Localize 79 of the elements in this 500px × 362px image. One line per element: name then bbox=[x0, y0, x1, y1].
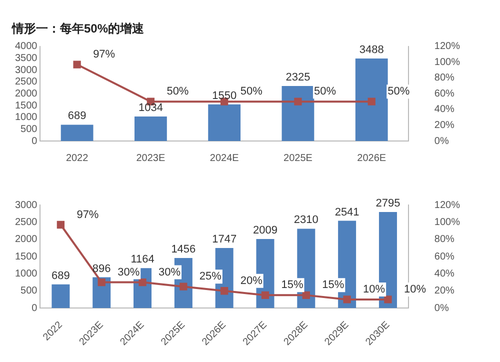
x-tick-label: 2023E bbox=[136, 152, 166, 164]
data-label: 2310 bbox=[294, 214, 318, 226]
y-tick-label: 2000 bbox=[14, 234, 38, 246]
y2-tick-label: 0% bbox=[434, 136, 449, 147]
y-tick-label: 1500 bbox=[14, 251, 38, 262]
chart-title: 情形一：每年50%的增速 bbox=[11, 22, 146, 36]
x-tick-label: 2025E bbox=[284, 152, 313, 164]
bar bbox=[60, 124, 94, 141]
data-label: 1550 bbox=[212, 90, 237, 102]
data-label: 1747 bbox=[212, 234, 237, 246]
data-label: 50% bbox=[240, 86, 263, 98]
y-tick-label: 500 bbox=[20, 124, 38, 135]
data-label: 50% bbox=[388, 86, 410, 98]
y-tick-label: 1000 bbox=[14, 112, 38, 124]
data-label: 15% bbox=[322, 279, 344, 292]
bar bbox=[355, 58, 388, 141]
data-label: 1456 bbox=[171, 244, 196, 256]
y2-tick-label: 120% bbox=[434, 41, 460, 52]
data-label: 10% bbox=[363, 284, 386, 296]
data-label: 896 bbox=[92, 262, 111, 275]
bar bbox=[52, 284, 70, 308]
x-tick-label: 2024E bbox=[210, 152, 240, 164]
y-tick-label: 3500 bbox=[14, 52, 38, 64]
y2-tick-label: 60% bbox=[434, 88, 455, 100]
y-tick-label: 3000 bbox=[14, 64, 38, 76]
bar bbox=[282, 86, 314, 141]
data-label: 689 bbox=[68, 110, 86, 122]
x-tick-label: 2026E bbox=[357, 152, 386, 164]
point bbox=[220, 287, 228, 295]
point bbox=[384, 296, 392, 304]
y-tick-label: 2000 bbox=[14, 88, 38, 100]
point bbox=[98, 278, 106, 286]
y2-tick-label: 100% bbox=[434, 56, 460, 68]
bar bbox=[208, 104, 241, 141]
data-label: 10% bbox=[404, 284, 426, 296]
y-tick-label: 0 bbox=[32, 136, 38, 147]
y-tick-label: 0 bbox=[32, 302, 38, 314]
data-label: 97% bbox=[76, 208, 99, 221]
data-label: 1034 bbox=[138, 102, 163, 114]
data-label: 689 bbox=[52, 270, 70, 282]
data-label: 1164 bbox=[130, 254, 154, 266]
point bbox=[56, 220, 65, 229]
x-tick-label: 2022 bbox=[66, 152, 89, 164]
point bbox=[180, 282, 188, 290]
data-label: 30% bbox=[118, 266, 140, 278]
data-label: 2325 bbox=[286, 72, 310, 84]
point bbox=[138, 278, 146, 286]
bar bbox=[134, 116, 167, 141]
data-label: 50% bbox=[314, 86, 336, 98]
y2-tick-label: 0% bbox=[434, 302, 449, 314]
data-label: 2795 bbox=[376, 198, 400, 210]
y2-tick-label: 40% bbox=[434, 104, 455, 116]
point bbox=[302, 291, 310, 300]
y2-tick-label: 80% bbox=[434, 72, 455, 84]
data-label: 2541 bbox=[334, 206, 360, 218]
data-label: 30% bbox=[158, 266, 181, 278]
y2-tick-label: 100% bbox=[434, 216, 460, 228]
data-label: 2009 bbox=[253, 224, 278, 237]
data-label: 15% bbox=[281, 279, 304, 292]
data-label: 97% bbox=[93, 48, 116, 61]
data-label: 20% bbox=[240, 274, 263, 287]
y-tick-label: 3000 bbox=[14, 200, 38, 211]
data-label: 25% bbox=[199, 270, 222, 283]
y2-tick-label: 20% bbox=[434, 286, 455, 297]
y-tick-label: 1500 bbox=[14, 100, 38, 112]
y-tick-label: 500 bbox=[20, 286, 38, 297]
y-tick-label: 2500 bbox=[14, 76, 38, 88]
y-tick-label: 1000 bbox=[14, 268, 38, 280]
y2-tick-label: 60% bbox=[434, 251, 455, 262]
point bbox=[261, 291, 270, 300]
y2-tick-label: 120% bbox=[434, 200, 460, 211]
y-tick-label: 2500 bbox=[14, 216, 38, 228]
point bbox=[343, 296, 351, 304]
data-label: 50% bbox=[166, 86, 189, 98]
y2-tick-label: 80% bbox=[434, 234, 455, 246]
y2-tick-label: 40% bbox=[434, 268, 455, 280]
y-tick-label: 4000 bbox=[14, 41, 38, 52]
data-label: 3488 bbox=[359, 44, 384, 56]
y2-tick-label: 20% bbox=[434, 120, 455, 131]
